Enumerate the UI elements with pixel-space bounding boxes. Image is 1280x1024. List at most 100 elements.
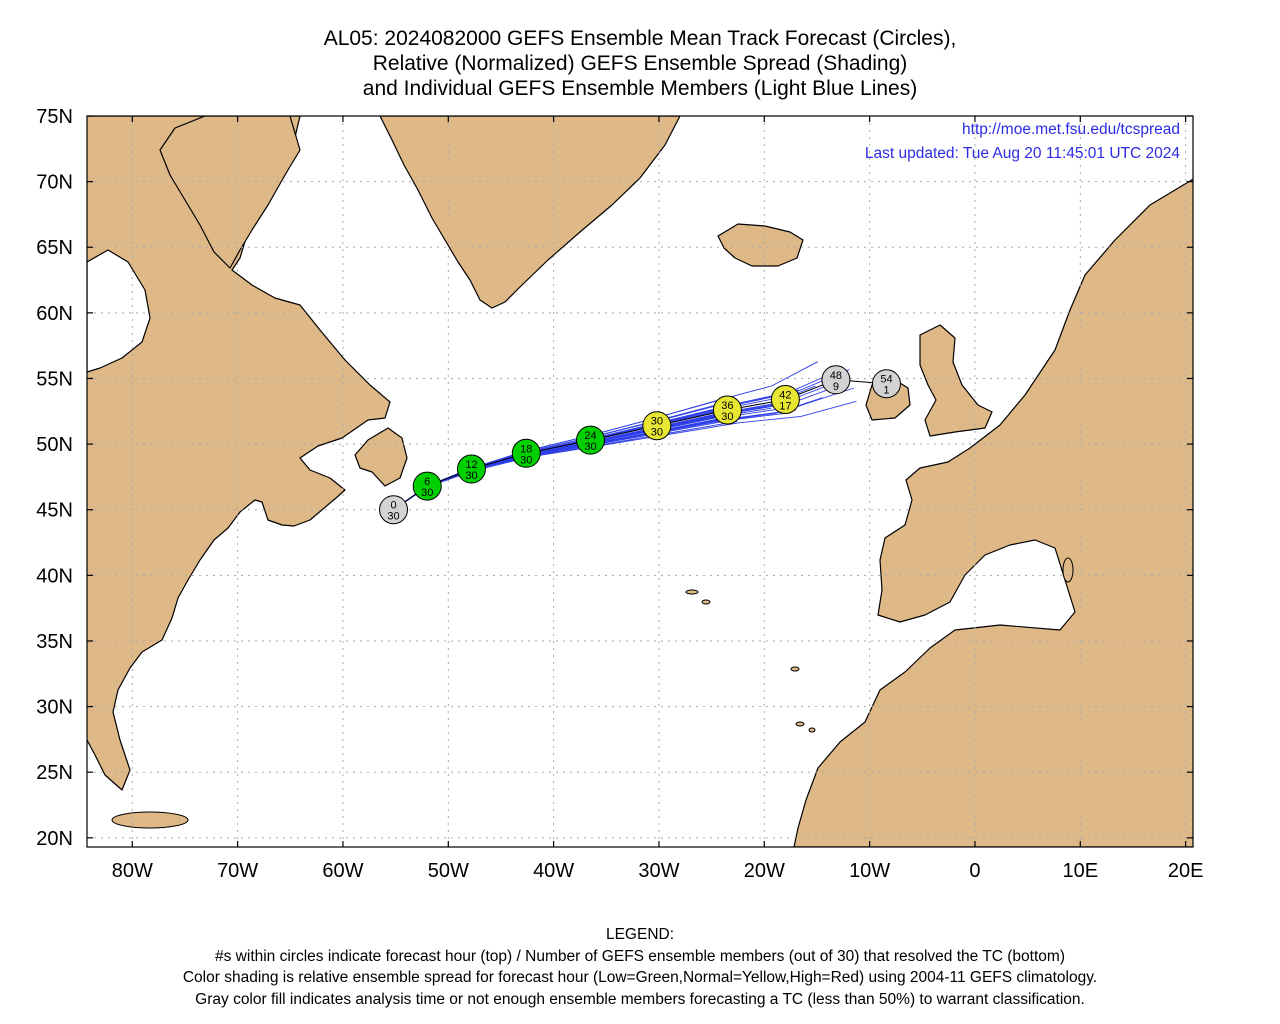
- member-count-label: 30: [584, 441, 596, 453]
- track-point-circle: [456, 454, 486, 484]
- track-point-circle: [575, 425, 605, 455]
- lat-label: 25N: [36, 762, 73, 784]
- land-masses: [87, 116, 1193, 847]
- forecast-hour-label: 6: [424, 476, 430, 488]
- lat-label: 45N: [36, 500, 73, 522]
- forecast-hour-label: 0: [390, 500, 396, 512]
- lat-label: 40N: [36, 565, 73, 587]
- legend-heading: LEGEND:: [605, 926, 675, 943]
- forecast-hour-label: 24: [584, 430, 596, 442]
- lon-label: 10E: [1062, 860, 1098, 882]
- legend: LEGEND: #s within circles indicate forec…: [0, 924, 1280, 1010]
- forecast-hour-label: 54: [880, 374, 892, 386]
- member-count-label: 30: [721, 411, 733, 423]
- track-point-circle: [821, 365, 851, 395]
- chart-title: AL05: 2024082000 GEFS Ensemble Mean Trac…: [0, 26, 1280, 101]
- great-britain: [919, 324, 993, 437]
- map-frame: [86, 115, 1194, 848]
- track-point: 541: [871, 369, 901, 399]
- legend-line-2: Color shading is relative ensemble sprea…: [182, 969, 1098, 986]
- forecast-hour-label: 18: [520, 443, 532, 455]
- latitude-labels: 75N 70N 65N 60N 55N 50N 45N 40N 35N 30N 25N 20N: [36, 106, 73, 850]
- lat-label: 50N: [36, 434, 73, 456]
- member-count-label: 30: [651, 427, 663, 439]
- title-line-1: AL05: 2024082000 GEFS Ensemble Mean Trac…: [323, 27, 957, 50]
- madeira-island: [790, 666, 800, 672]
- lon-label: 40W: [533, 860, 574, 882]
- member-count-label: 30: [520, 454, 532, 466]
- lon-label: 70W: [217, 860, 258, 882]
- lon-label: 10W: [849, 860, 890, 882]
- member-count-label: 30: [387, 511, 399, 523]
- mean-track-line: [393, 379, 887, 511]
- canary-island: [808, 727, 816, 733]
- source-url-link[interactable]: http://moe.met.fsu.edu/tcspread: [962, 121, 1180, 138]
- track-point-circle: [871, 369, 901, 399]
- track-point-circle: [642, 411, 672, 441]
- newfoundland: [354, 427, 408, 487]
- last-updated-text: Last updated: Tue Aug 20 11:45:01 UTC 20…: [865, 145, 1180, 162]
- azores-island: [701, 599, 711, 605]
- lon-label: 0: [969, 860, 980, 882]
- mean-track-path: [393, 379, 887, 511]
- track-point-circle: [770, 384, 800, 414]
- lat-label: 20N: [36, 828, 73, 850]
- track-point: 630: [412, 471, 442, 501]
- track-point: 489: [821, 365, 851, 395]
- lon-label: 50W: [428, 860, 469, 882]
- lon-label: 60W: [322, 860, 363, 882]
- islands: [111, 557, 1074, 829]
- azores-island: [685, 589, 699, 595]
- legend-line-3: Gray color fill indicates analysis time …: [195, 990, 1085, 1008]
- lon-label: 30W: [638, 860, 679, 882]
- track-point-circle: [412, 471, 442, 501]
- member-count-label: 30: [421, 487, 433, 499]
- forecast-hour-label: 12: [465, 459, 477, 471]
- lat-label: 75N: [36, 106, 73, 128]
- grid-lines: [87, 116, 1193, 847]
- member-count-label: 17: [779, 400, 791, 412]
- title-line-3: and Individual GEFS Ensemble Members (Li…: [362, 77, 918, 100]
- north-america-land: [87, 116, 391, 791]
- lat-label: 70N: [36, 172, 73, 194]
- lat-label: 55N: [36, 368, 73, 390]
- corsica-island: [1062, 557, 1074, 583]
- lat-label: 30N: [36, 697, 73, 719]
- track-point-circle: [379, 495, 409, 525]
- forecast-hour-label: 30: [651, 416, 663, 428]
- baffin-island: [159, 116, 301, 269]
- track-point-circle: [712, 395, 742, 425]
- track-point: 030: [379, 495, 409, 525]
- member-count-label: 9: [833, 381, 839, 393]
- iceland: [717, 223, 804, 267]
- hudson-bay: [87, 249, 151, 373]
- forecast-hour-label: 36: [721, 400, 733, 412]
- axis-ticks: [87, 115, 1193, 847]
- lat-label: 60N: [36, 303, 73, 325]
- lon-label: 80W: [112, 860, 153, 882]
- forecast-hour-label: 42: [779, 389, 791, 401]
- greenland: [379, 116, 681, 309]
- lon-label: 20W: [744, 860, 785, 882]
- lat-label: 65N: [36, 237, 73, 259]
- track-point-circle: [511, 438, 541, 468]
- longitude-labels: 80W 70W 60W 50W 40W 30W 20W 10W 0 10E 20E: [112, 860, 1204, 882]
- legend-line-1: #s within circles indicate forecast hour…: [215, 947, 1065, 965]
- europe-africa-land: [793, 178, 1193, 847]
- lat-label: 35N: [36, 631, 73, 653]
- member-count-label: 1: [883, 385, 889, 397]
- lon-label: 20E: [1168, 860, 1204, 882]
- title-line-2: Relative (Normalized) GEFS Ensemble Spre…: [372, 52, 908, 75]
- canary-island: [795, 721, 805, 727]
- cuba-island: [111, 811, 189, 829]
- member-count-label: 30: [465, 470, 477, 482]
- forecast-hour-label: 48: [830, 370, 842, 382]
